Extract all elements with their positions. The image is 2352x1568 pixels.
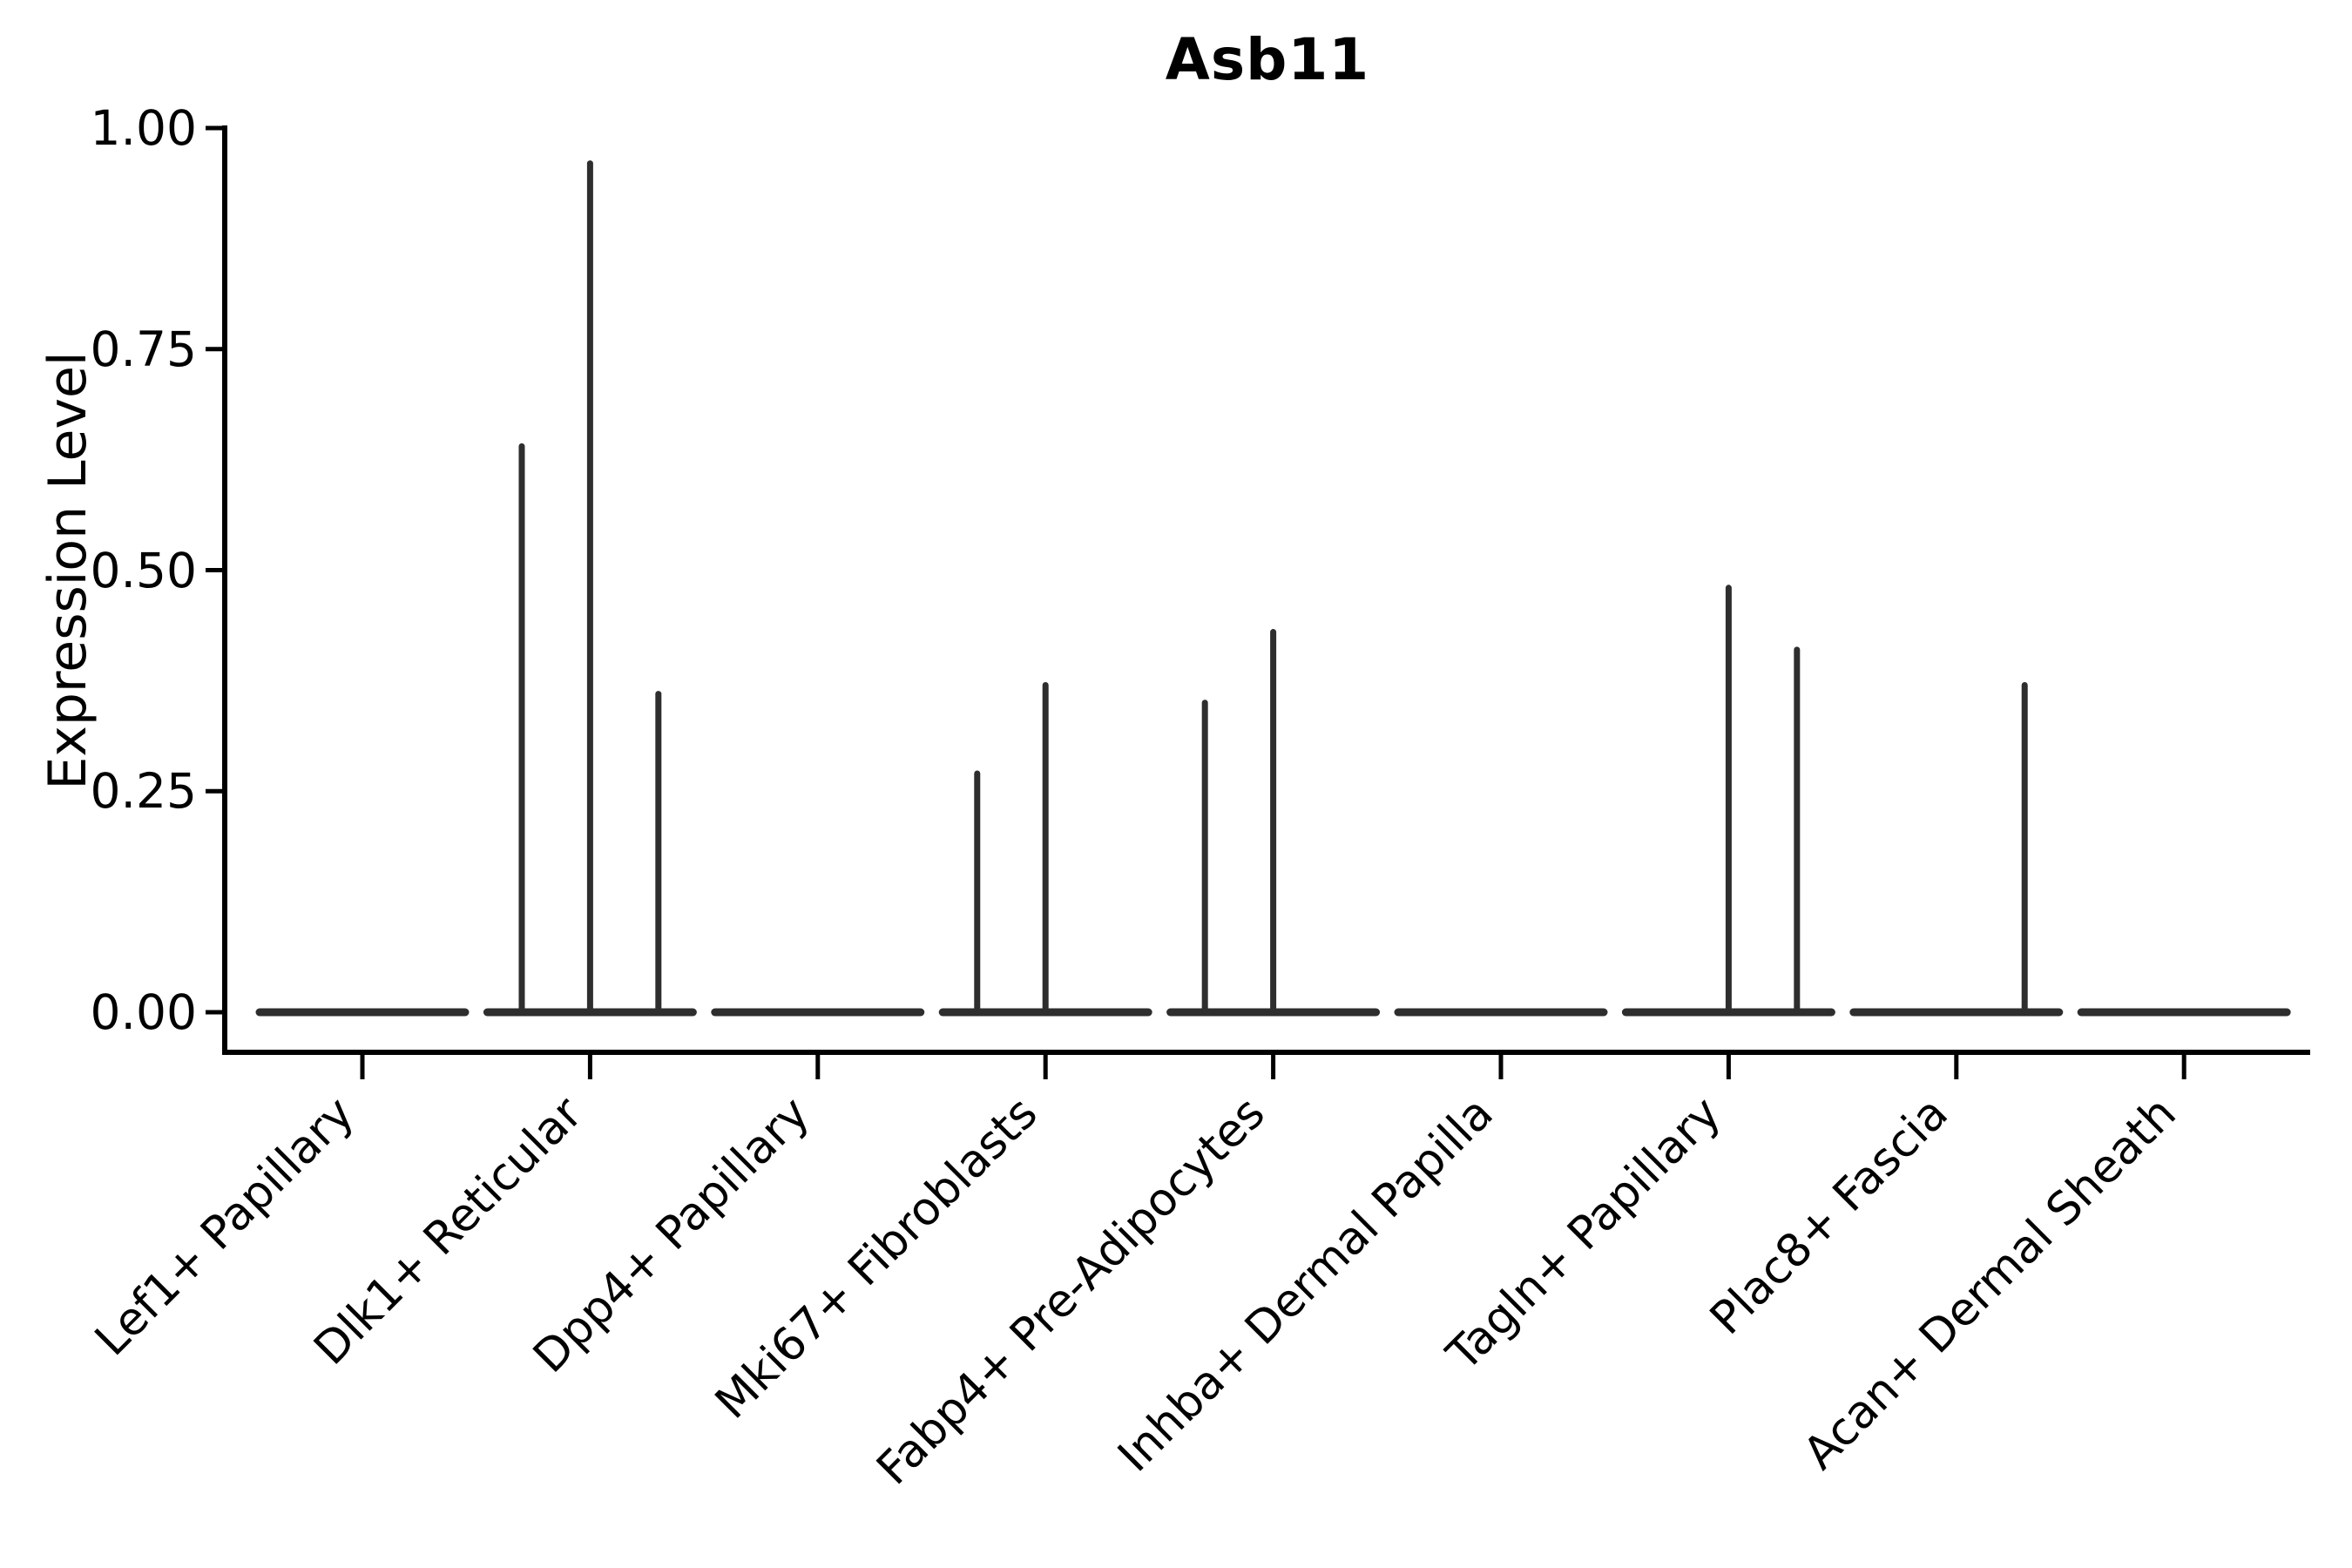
y-tick-label: 0.00 — [90, 984, 197, 1040]
y-tick-label: 1.00 — [90, 100, 197, 156]
y-tick-label: 0.25 — [90, 763, 197, 820]
y-tick-label: 0.75 — [90, 321, 197, 377]
y-tick-label: 0.50 — [90, 542, 197, 598]
chart-title: Asb11 — [1165, 26, 1370, 93]
